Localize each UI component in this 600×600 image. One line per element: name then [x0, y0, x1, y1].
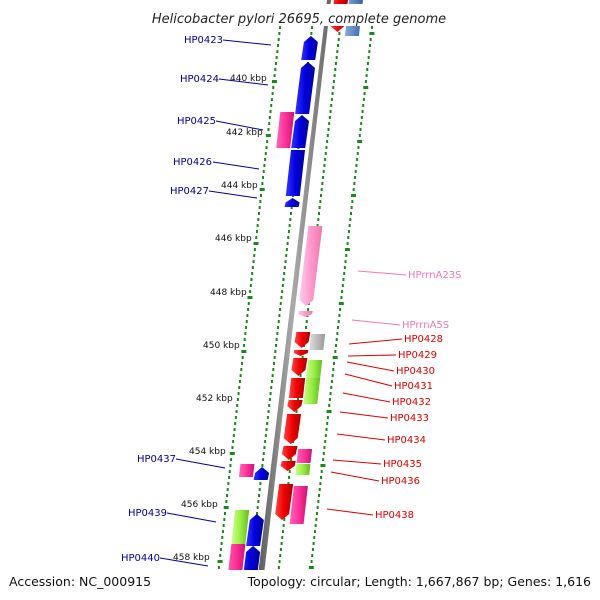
accession-text: Accession: NC_000915: [9, 574, 151, 589]
gene-hp0428[interactable]: [294, 332, 311, 348]
gene-hp0426[interactable]: [285, 150, 305, 196]
gene-hprrna5s[interactable]: [298, 311, 313, 317]
gene-hp0425-a[interactable]: [276, 112, 295, 148]
gene-hp0434[interactable]: [283, 414, 302, 444]
gene-label-hp0423[interactable]: HP0423: [184, 35, 223, 46]
leader-hprrna23s: [357, 270, 407, 276]
gene-label-hprrna23s[interactable]: HPrrnA23S: [408, 270, 462, 281]
gene-hp0438-a[interactable]: [275, 484, 294, 520]
gene-hp0430[interactable]: [291, 358, 308, 376]
gene-label-hp0430[interactable]: HP0430: [396, 366, 435, 377]
leader-hp0432: [342, 392, 391, 403]
scale-label-456: 456 kbp: [181, 500, 218, 510]
scale-label-442: 442 kbp: [226, 128, 263, 138]
scale-label-446: 446 kbp: [215, 234, 252, 244]
gene-label-hp0428[interactable]: HP0428: [404, 334, 443, 345]
leader-hp0428: [348, 338, 403, 345]
gene-hp0432-b[interactable]: [303, 378, 321, 404]
reverse-gene-labels: HPrrnA23S HPrrnA5S HP0428 HP0429 HP0430 …: [375, 270, 462, 521]
gene-label-hp0427[interactable]: HP0427: [170, 186, 209, 197]
scale-label-454: 454 kbp: [189, 447, 226, 457]
leader-hp0440: [159, 557, 209, 567]
gene-label-hp0433[interactable]: HP0433: [390, 413, 429, 424]
gene-label-hp0437[interactable]: HP0437: [137, 454, 176, 465]
forward-gene-labels: HP0423 HP0424 HP0425 HP0426 HP0427 HP043…: [121, 35, 223, 564]
leader-hp0435: [332, 459, 382, 465]
leader-hp0437: [175, 458, 226, 469]
gene-hp0437-a[interactable]: [239, 464, 255, 477]
gene-hp0432[interactable]: [287, 400, 303, 412]
gene-hp0427[interactable]: [284, 198, 300, 207]
gene-hp0430-b[interactable]: [306, 360, 323, 378]
gene-label-hp0436[interactable]: HP0436: [381, 476, 420, 487]
gene-hp0439-a[interactable]: [231, 510, 250, 544]
leader-hp0430: [346, 361, 395, 372]
scale-label-440: 440 kbp: [230, 74, 267, 84]
scale-label-450: 450 kbp: [203, 341, 240, 351]
gene-hp0431[interactable]: [288, 378, 306, 398]
leader-hprrna5s: [351, 319, 401, 326]
gene-hp0436[interactable]: [280, 461, 296, 471]
gene-label-hp0438[interactable]: HP0438: [375, 510, 414, 521]
title-backdrop: [140, 4, 460, 26]
gene-label-hp0424[interactable]: HP0424: [180, 74, 219, 85]
leader-hp0433: [339, 411, 389, 419]
gene-label-hp0431[interactable]: HP0431: [394, 381, 433, 392]
leader-hp0424: [218, 78, 269, 86]
genome-summary-text: Topology: circular; Length: 1,667,867 bp…: [247, 574, 591, 589]
gene-hp0425-b[interactable]: [291, 115, 309, 148]
gene-hp0428-b[interactable]: [309, 334, 326, 350]
gene-label-hp0429[interactable]: HP0429: [398, 350, 437, 361]
map-title: Helicobacter pylori 26695, complete geno…: [152, 12, 446, 27]
scale-label-448: 448 kbp: [210, 288, 247, 298]
leader-hp0438: [326, 508, 374, 516]
leader-hp0425: [215, 120, 264, 131]
gene-label-hp0432[interactable]: HP0432: [392, 397, 431, 408]
leader-hp0423: [222, 39, 272, 46]
gene-label-hp0425[interactable]: HP0425: [177, 116, 216, 127]
scale-labels: 440 kbp 442 kbp 444 kbp 446 kbp 448 kbp …: [173, 74, 267, 563]
gene-label-hprrna5s[interactable]: HPrrnA5S: [402, 320, 449, 331]
ring-outer-left: [214, 8, 284, 599]
gene-label-hp0439[interactable]: HP0439: [128, 508, 167, 519]
footer-backdrop: [0, 570, 600, 600]
scale-label-444: 444 kbp: [221, 181, 258, 191]
leader-hp0436: [330, 471, 380, 482]
gene-hp0439[interactable]: [246, 514, 264, 546]
gene-hp0437[interactable]: [253, 467, 270, 480]
leader-hp0427: [208, 190, 258, 199]
gene-hprrna23s[interactable]: [299, 226, 323, 306]
leader-hp0439: [166, 512, 217, 523]
gene-label-hp0434[interactable]: HP0434: [387, 435, 426, 446]
gene-hp0424[interactable]: [295, 62, 315, 114]
gene-label-hp0440[interactable]: HP0440: [121, 553, 160, 564]
scale-label-458: 458 kbp: [173, 553, 210, 563]
gene-hp0436-b[interactable]: [295, 464, 311, 475]
leader-hp0431: [344, 373, 393, 387]
leader-hp0429: [347, 354, 397, 357]
gene-hp0423[interactable]: [301, 36, 318, 60]
gene-hp0429[interactable]: [293, 350, 309, 356]
genome-backbone: [255, 0, 331, 600]
leader-hp0426: [212, 161, 260, 170]
gene-label-hp0435[interactable]: HP0435: [383, 459, 422, 470]
scale-label-452: 452 kbp: [196, 394, 233, 404]
label-leader-lines: [159, 39, 407, 567]
gene-label-hp0426[interactable]: HP0426: [173, 157, 212, 168]
gene-hp0435-b[interactable]: [296, 449, 313, 463]
leader-hp0434: [336, 433, 386, 441]
gene-hp0435[interactable]: [281, 446, 298, 460]
gene-hp0438[interactable]: [289, 486, 308, 524]
